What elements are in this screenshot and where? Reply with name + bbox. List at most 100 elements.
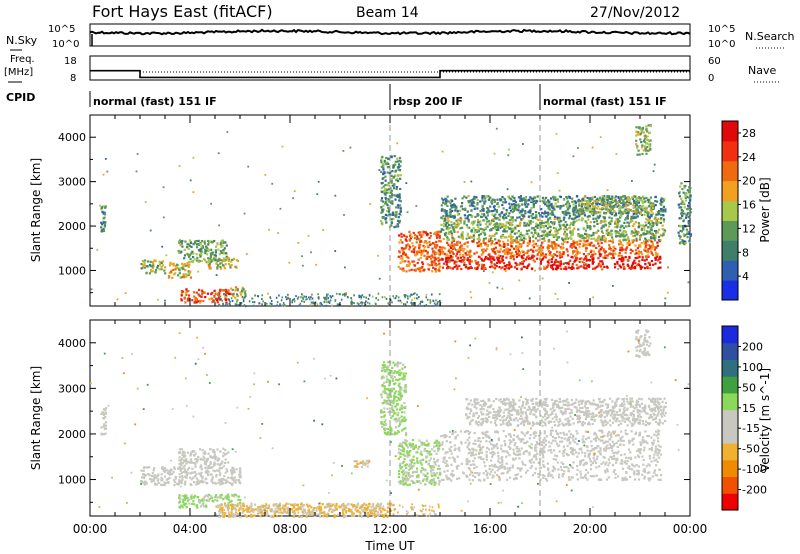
echo-cell <box>511 216 514 219</box>
echo-cell <box>582 245 585 248</box>
echo-cell <box>218 464 221 467</box>
echo-cell <box>224 252 227 255</box>
echo-speck <box>433 302 436 305</box>
cpid-segment-label: rbsp 200 IF <box>393 95 463 108</box>
echo-cell <box>218 515 221 518</box>
echo-cell <box>257 509 260 512</box>
echo-cell <box>397 255 400 258</box>
echo-cell <box>102 228 105 231</box>
echo-cell <box>461 232 464 235</box>
echo-cell <box>503 249 506 252</box>
echo-cell <box>456 224 459 228</box>
echo-speck <box>568 282 570 284</box>
echo-cell <box>585 259 588 262</box>
echo-speck <box>302 295 304 298</box>
echo-cell <box>478 238 481 241</box>
echo-cell <box>608 211 612 214</box>
echo-cell <box>509 223 512 226</box>
echo-speck <box>319 302 321 305</box>
echo-cell <box>624 251 627 254</box>
echo-speck <box>297 296 300 299</box>
echo-cell <box>442 214 445 218</box>
echo-cell <box>218 296 221 299</box>
echo-cell <box>646 214 649 217</box>
echo-cell <box>169 261 172 264</box>
echo-speck <box>350 300 353 303</box>
echo-cell <box>518 239 522 242</box>
echo-cell <box>573 245 576 248</box>
echo-cell <box>642 224 645 227</box>
echo-cell <box>616 260 619 263</box>
echo-cell <box>100 432 103 435</box>
echo-cell <box>208 464 211 467</box>
echo-cell <box>628 266 631 269</box>
echo-cell <box>445 210 448 213</box>
echo-cell <box>434 244 437 247</box>
echo-cell <box>441 207 444 211</box>
echo-cell <box>203 457 206 460</box>
echo-cell <box>502 223 505 226</box>
echo-cell <box>450 230 453 233</box>
echo-cell <box>556 254 559 258</box>
echo-cell <box>479 200 482 203</box>
echo-cell <box>434 232 437 235</box>
echo-cell <box>207 257 210 260</box>
echo-cell <box>418 247 421 250</box>
echo-cell <box>221 507 224 510</box>
echo-cell <box>470 236 473 239</box>
echo-cell <box>390 174 393 177</box>
echo-cell <box>431 251 435 254</box>
echo-cell <box>688 201 691 205</box>
echo-speck <box>419 302 421 305</box>
echo-cell <box>457 223 461 226</box>
echo-cell <box>655 213 658 216</box>
nsky-trace <box>89 28 691 36</box>
echo-cell <box>617 254 620 257</box>
echo-cell <box>686 189 689 192</box>
echo-cell <box>592 256 595 259</box>
echo-cell <box>499 199 502 202</box>
echo-cell <box>497 205 500 208</box>
echo-cell <box>553 253 556 256</box>
echo-cell <box>554 258 557 261</box>
echo-cell <box>244 294 247 297</box>
echo-cell <box>481 212 484 216</box>
echo-cell <box>439 250 442 253</box>
echo-cell <box>571 208 575 211</box>
echo-cell <box>151 474 154 478</box>
echo-cell <box>445 212 448 215</box>
echo-cell <box>553 221 556 224</box>
echo-speck <box>504 270 507 272</box>
echo-cell <box>639 197 643 200</box>
echo-cell <box>519 199 522 202</box>
echo-cell <box>547 250 551 253</box>
echo-cell <box>401 257 404 260</box>
echo-cell <box>104 213 107 216</box>
echo-cell <box>506 242 509 246</box>
echo-speck <box>288 261 291 264</box>
echo-cell <box>659 208 663 211</box>
echo-cell <box>583 228 586 231</box>
echo-cell <box>530 227 534 230</box>
echo-cell <box>542 221 545 224</box>
echo-cell <box>679 225 682 228</box>
echo-cell <box>224 298 228 301</box>
echo-cell <box>203 291 206 294</box>
echo-cell <box>452 203 456 206</box>
echo-cell <box>192 476 195 479</box>
echo-cell <box>541 241 544 244</box>
echo-cell <box>321 503 324 506</box>
echo-cell <box>214 256 217 259</box>
echo-cell <box>219 267 223 270</box>
echo-cell <box>627 264 630 267</box>
echo-speck <box>330 296 333 299</box>
echo-cell <box>179 267 182 270</box>
echo-speck <box>435 253 438 255</box>
echo-cell <box>207 466 210 469</box>
echo-speck <box>275 296 278 299</box>
echo-cell <box>658 228 661 231</box>
echo-cell <box>177 274 180 277</box>
echo-cell <box>216 242 219 245</box>
echo-cell <box>592 231 595 235</box>
